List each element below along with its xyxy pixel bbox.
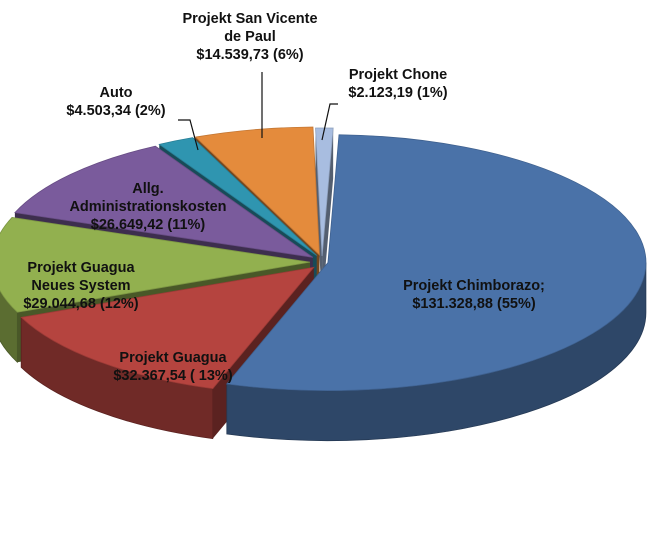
data-label-line: $14.539,73 (6%) <box>196 47 303 63</box>
slice-auto <box>158 137 317 256</box>
data-label-line: Projekt Chone <box>349 67 447 83</box>
data-labels-layer: Projekt Chimborazo; $131.328,88 (55%)Proj… <box>23 11 545 384</box>
slice-chimborazo <box>226 134 647 392</box>
data-label-line: Projekt Guagua <box>27 260 135 276</box>
data-label-line: Auto <box>99 85 132 101</box>
data-label-line: $4.503,34 (2%) <box>66 103 165 119</box>
data-label-line: $29.044,68 (12%) <box>23 296 138 312</box>
data-label-san-vicente: Projekt San Vicente de Paul $14.539,73 (6%… <box>182 11 317 63</box>
data-label-line: Projekt Chimborazo; <box>403 278 545 294</box>
data-label-line: $2.123,19 (1%) <box>348 85 447 101</box>
data-label-auto: Auto $4.503,34 (2%) <box>66 85 165 119</box>
slice-edge-chone <box>315 128 323 307</box>
data-label-line: $131.328,88 (55%) <box>412 296 536 312</box>
data-label-line: Projekt Guagua <box>119 350 227 366</box>
data-label-line: Neues System <box>31 278 130 294</box>
data-label-administrationskosten: Allg. Administrationskosten $26.649,42 (11… <box>69 181 226 233</box>
data-label-line: de Paul <box>224 29 276 45</box>
data-label-guagua-neues-system: Projekt Guagua Neues System $29.044,68 (12… <box>23 260 138 312</box>
leader-line-chone <box>321 103 338 141</box>
data-label-chone: Projekt Chone $2.123,19 (1%) <box>348 67 447 101</box>
slice-san-vicente <box>194 126 320 256</box>
slice-administrationskosten <box>14 145 314 258</box>
slice-guagua-neues-system <box>0 217 311 313</box>
slice-edge-chone <box>322 128 334 307</box>
slice-guagua <box>20 266 315 390</box>
data-label-line: Projekt San Vicente <box>182 11 317 27</box>
leader-line-auto <box>178 119 199 151</box>
data-label-line: Allg. <box>132 181 163 197</box>
data-label-chimborazo: Projekt Chimborazo; $131.328,88 (55%) <box>403 278 545 312</box>
data-label-guagua: Projekt Guagua $32.367,54 ( 13%) <box>113 350 232 384</box>
data-label-line: $32.367,54 ( 13%) <box>113 368 232 384</box>
leader-lines-layer <box>178 72 338 151</box>
data-label-line: $26.649,42 (11%) <box>91 217 206 233</box>
data-label-line: Administrationskosten <box>69 199 226 215</box>
slice-tops-layer <box>0 126 647 392</box>
